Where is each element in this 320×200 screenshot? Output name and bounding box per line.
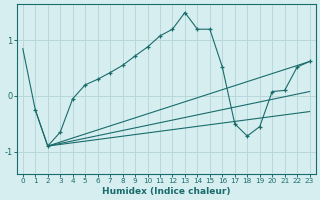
X-axis label: Humidex (Indice chaleur): Humidex (Indice chaleur) — [102, 187, 230, 196]
